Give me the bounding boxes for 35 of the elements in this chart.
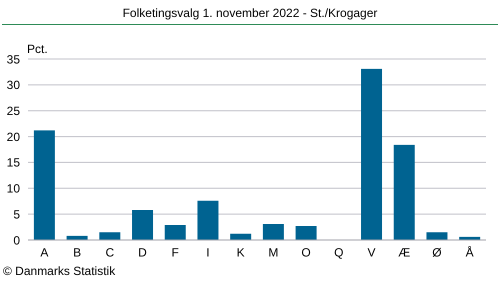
x-tick-label: O — [301, 246, 311, 260]
y-tick-label: 5 — [13, 207, 20, 222]
bar — [426, 232, 448, 240]
bar — [296, 226, 317, 240]
x-tick-label: Q — [334, 246, 344, 260]
text: © Danmarks Statistik — [3, 264, 116, 278]
chart-title: Folketingsvalg 1. november 2022 - St./Krogager — [122, 6, 378, 20]
y-tick-label: 35 — [6, 52, 20, 66]
bar — [34, 130, 55, 240]
bar — [99, 232, 120, 240]
x-tick-label: M — [268, 246, 278, 260]
bar — [361, 68, 382, 240]
x-tick-label: C — [105, 246, 114, 260]
y-tick-label: 10 — [6, 182, 20, 196]
x-tick-label: K — [236, 246, 245, 260]
y-tick-label: 25 — [6, 104, 20, 118]
x-tick-label: V — [367, 246, 376, 260]
x-tick-label: I — [206, 246, 210, 260]
bar — [197, 200, 218, 240]
x-tick-label: D — [138, 246, 148, 260]
y-tick-label: 15 — [6, 156, 20, 170]
x-tick-label: F — [172, 246, 179, 260]
x-tick-label: A — [40, 246, 48, 260]
x-tick-label: Æ — [398, 246, 410, 260]
x-tick-label: B — [73, 246, 82, 260]
bar — [132, 210, 154, 240]
x-tick-label: Ø — [432, 246, 442, 260]
x-tick-label: Å — [466, 246, 474, 260]
bar — [164, 225, 186, 240]
bar — [394, 144, 415, 240]
y-axis-title: Pct. — [27, 42, 48, 56]
y-tick-label: 20 — [6, 130, 20, 144]
y-tick-label: 30 — [6, 78, 20, 92]
y-tick-label: 0 — [13, 233, 20, 248]
bar — [262, 224, 284, 240]
